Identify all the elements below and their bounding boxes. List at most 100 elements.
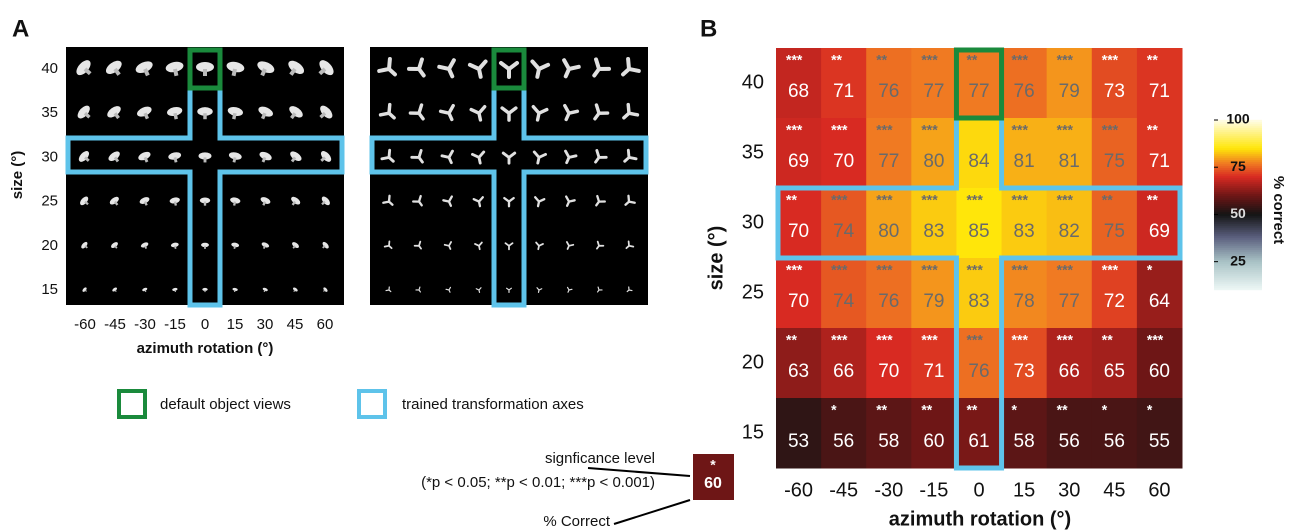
cell-value: 66 — [833, 361, 854, 382]
object-view — [203, 69, 207, 76]
cell-value: 56 — [833, 431, 854, 452]
colorbar-tick-label: 100 — [1226, 111, 1250, 127]
cell-value: 81 — [1014, 151, 1035, 172]
cell-value: 53 — [788, 431, 809, 452]
legend-swatch — [119, 391, 145, 417]
cell-value: 76 — [878, 291, 899, 312]
key-title: signficance level — [545, 450, 655, 467]
cell-stars: *** — [1012, 122, 1029, 138]
cell-stars: *** — [1057, 262, 1074, 278]
cell-stars: ** — [966, 402, 977, 418]
colorbar-tick-label: 75 — [1230, 158, 1246, 174]
y-axis-title: size (°) — [705, 226, 727, 291]
cell-stars: ** — [831, 52, 842, 68]
cell-value: 79 — [923, 291, 944, 312]
x-tick-label: -15 — [164, 316, 186, 333]
cell-value: 71 — [833, 81, 854, 102]
cell-stars: *** — [966, 332, 983, 348]
cell-value: 71 — [1149, 81, 1170, 102]
cell-stars: *** — [786, 122, 803, 138]
x-tick-label: -60 — [74, 316, 96, 333]
cell-stars: *** — [786, 52, 803, 68]
cell-value: 81 — [1059, 151, 1080, 172]
cell-stars: ** — [966, 52, 977, 68]
cell-value: 83 — [923, 221, 944, 242]
cell-stars: *** — [831, 332, 848, 348]
y-tick-label: 35 — [742, 141, 764, 163]
x-axis-title: azimuth rotation (°) — [889, 508, 1071, 530]
x-tick-label: 15 — [1013, 479, 1035, 501]
object-view — [204, 202, 206, 206]
cell-stars: *** — [831, 192, 848, 208]
cell-stars: ** — [1102, 332, 1113, 348]
y-tick-label: 30 — [742, 211, 764, 233]
key-stars: * — [710, 457, 716, 473]
cell-stars: *** — [876, 122, 893, 138]
object-view — [204, 246, 206, 249]
cell-value: 58 — [1014, 431, 1035, 452]
cell-stars: *** — [1012, 192, 1029, 208]
cell-value: 82 — [1059, 221, 1080, 242]
cell-stars: ** — [1147, 192, 1158, 208]
y-tick-label: 40 — [742, 71, 764, 93]
cell-value: 55 — [1149, 431, 1170, 452]
cell-stars: *** — [1057, 122, 1074, 138]
x-tick-label: 30 — [257, 316, 274, 333]
legend-label: default object views — [160, 396, 291, 413]
legend-swatch — [359, 391, 385, 417]
x-tick-label: 0 — [201, 316, 209, 333]
cell-value: 75 — [1104, 221, 1125, 242]
cell-stars: *** — [786, 262, 803, 278]
cell-value: 58 — [878, 431, 899, 452]
cell-value: 73 — [1014, 361, 1035, 382]
cell-value: 77 — [1059, 291, 1080, 312]
cell-value: 75 — [1104, 151, 1125, 172]
cell-value: 72 — [1104, 291, 1125, 312]
x-tick-label: 45 — [287, 316, 304, 333]
cell-stars: *** — [966, 262, 983, 278]
y-tick-label: 30 — [41, 148, 58, 165]
y-tick-label: 25 — [742, 281, 764, 303]
cell-stars: *** — [1057, 332, 1074, 348]
cell-stars: *** — [1147, 332, 1164, 348]
cell-value: 83 — [1014, 221, 1035, 242]
colorbar-title: % correct — [1270, 176, 1287, 244]
colorbar-tick-label: 25 — [1230, 252, 1246, 268]
cell-value: 77 — [878, 151, 899, 172]
cell-stars: * — [1147, 262, 1153, 278]
cell-value: 61 — [968, 431, 989, 452]
cell-value: 85 — [968, 221, 989, 242]
cell-value: 76 — [878, 81, 899, 102]
cell-stars: *** — [1012, 52, 1029, 68]
cell-value: 80 — [878, 221, 899, 242]
cell-value: 70 — [878, 361, 899, 382]
key-note: (*p < 0.05; **p < 0.01; ***p < 0.001) — [421, 474, 655, 491]
cell-stars: ** — [1057, 402, 1068, 418]
y-tick-label: 40 — [41, 60, 58, 77]
cell-value: 76 — [1014, 81, 1035, 102]
colorbar-tick-label: 50 — [1230, 205, 1246, 221]
cell-stars: *** — [1102, 52, 1119, 68]
key-value-label: % Correct — [543, 513, 611, 530]
cell-stars: * — [831, 402, 837, 418]
cell-value: 84 — [968, 151, 990, 172]
cell-stars: *** — [876, 332, 893, 348]
cell-value: 74 — [833, 221, 855, 242]
cell-value: 83 — [968, 291, 989, 312]
y-tick-label: 20 — [742, 351, 764, 373]
cell-stars: *** — [921, 192, 938, 208]
cell-value: 79 — [1059, 81, 1080, 102]
cell-stars: ** — [1147, 122, 1158, 138]
x-tick-label: 60 — [1148, 479, 1170, 501]
cell-value: 66 — [1059, 361, 1080, 382]
x-tick-label: -15 — [919, 479, 948, 501]
cell-value: 73 — [1104, 81, 1125, 102]
cell-value: 60 — [1149, 361, 1170, 382]
cell-value: 78 — [1014, 291, 1035, 312]
x-tick-label: 0 — [973, 479, 984, 501]
y-axis-title: size (°) — [9, 151, 26, 200]
cell-stars: ** — [921, 402, 932, 418]
cell-value: 77 — [968, 81, 989, 102]
cell-stars: *** — [831, 122, 848, 138]
cell-stars: ** — [876, 402, 887, 418]
